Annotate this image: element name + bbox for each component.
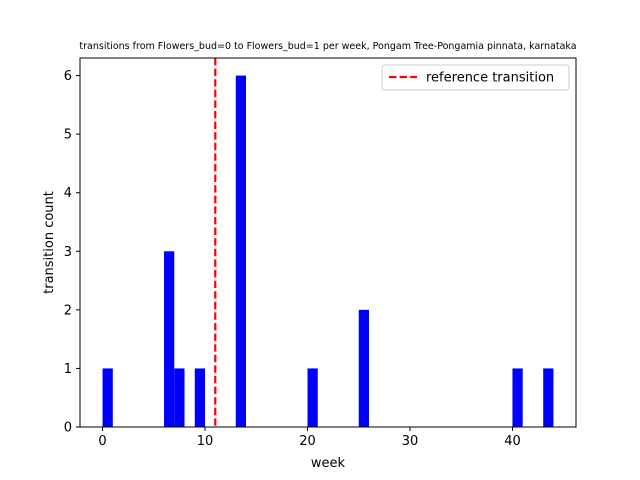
- bar-week-7: [174, 368, 185, 427]
- bar-week-0: [102, 368, 113, 427]
- bar-week-25: [358, 309, 369, 427]
- y-tick-label: 5: [64, 128, 72, 143]
- bar-week-20: [307, 368, 318, 427]
- x-tick-label: 30: [402, 434, 419, 449]
- y-tick-label: 6: [64, 69, 72, 84]
- bar-week-13: [235, 75, 247, 428]
- bar-week-43: [543, 368, 554, 427]
- x-axis-label: week: [311, 456, 346, 471]
- x-tick-label: 10: [197, 434, 214, 449]
- y-tick-label: 2: [64, 303, 72, 318]
- y-tick-label: 1: [64, 362, 72, 377]
- chart-title: transitions from Flowers_bud=0 to Flower…: [79, 41, 576, 52]
- y-tick-label: 0: [64, 421, 72, 436]
- y-tick-label: 3: [64, 245, 72, 260]
- bar-week-6: [164, 251, 175, 427]
- x-axis-ticks: 0 10 20 30 40: [98, 427, 521, 449]
- bar-week-9: [194, 368, 206, 427]
- y-axis-label: transition count: [42, 191, 57, 294]
- y-axis-ticks: 0 1 2 3 4 5 6: [64, 69, 80, 436]
- legend-box: [381, 64, 570, 91]
- y-tick-label: 4: [64, 186, 72, 201]
- x-tick-label: 20: [299, 434, 316, 449]
- plot-frame: [79, 57, 577, 428]
- x-tick-label: 40: [504, 434, 521, 449]
- legend-label: reference transition: [426, 71, 554, 86]
- legend: reference transition: [381, 64, 570, 91]
- bars-group: [102, 75, 554, 428]
- x-tick-label: 0: [98, 434, 106, 449]
- bar-week-40: [512, 368, 523, 427]
